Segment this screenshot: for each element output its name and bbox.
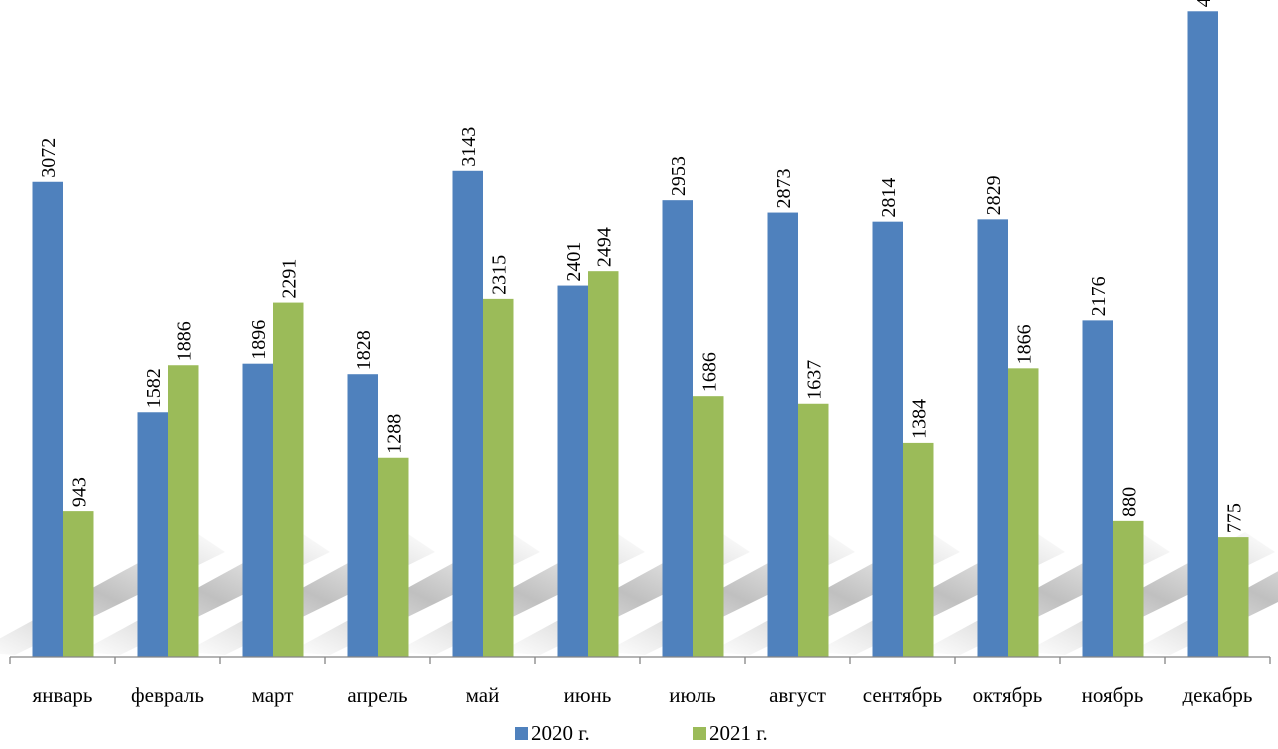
bar-series-2: [1008, 368, 1039, 657]
data-label: 3143: [458, 127, 480, 167]
legend-swatch: [515, 727, 528, 740]
data-label: 2814: [878, 178, 900, 218]
bar-series-2: [798, 403, 829, 657]
data-label: 1637: [803, 360, 825, 400]
data-label: 1288: [383, 414, 405, 454]
data-label: 1866: [1013, 324, 1035, 364]
x-tick-label: сентябрь: [863, 683, 942, 707]
bar-series-2: [1218, 537, 1249, 657]
x-tick-label: март: [252, 683, 294, 707]
data-label: 2291: [278, 259, 300, 299]
bar-series-1: [557, 285, 588, 657]
x-tick-label: июль: [669, 683, 715, 707]
data-label: 2315: [488, 255, 510, 295]
bar-series-2: [1113, 520, 1144, 657]
bar-series-1: [1187, 11, 1218, 657]
bar-series-1: [767, 212, 798, 658]
x-tick-label: август: [769, 683, 826, 707]
bars-layer: [32, 11, 1249, 658]
data-label: 2953: [668, 156, 690, 196]
data-labels-layer: 3072 943 1582 1886 1896 2291 1828 1288 3143 2315 2…: [38, 0, 1246, 533]
x-tick-label: май: [466, 683, 500, 707]
x-tick-label: апрель: [347, 683, 407, 707]
legend: 2020 г. 2021 г.: [515, 721, 768, 745]
bar-series-1: [1082, 320, 1113, 657]
data-label: 2829: [983, 175, 1005, 215]
bar-series-2: [588, 271, 619, 657]
bar-series-1: [977, 219, 1008, 657]
bar-series-2: [903, 442, 934, 657]
data-label: 2873: [773, 169, 795, 209]
bar-series-1: [872, 221, 903, 658]
data-label: 2401: [563, 242, 585, 282]
bar-series-1: [347, 374, 378, 657]
data-label: 1686: [698, 352, 720, 392]
bar-series-2: [483, 298, 514, 657]
legend-swatch: [693, 727, 706, 740]
x-tick-label: январь: [33, 683, 93, 707]
data-label: 943: [68, 477, 90, 507]
data-label: 1896: [248, 320, 270, 360]
legend-label: 2020 г.: [531, 721, 590, 745]
data-label: 1582: [143, 368, 165, 408]
bar-series-2: [693, 396, 724, 657]
bar-series-2: [378, 457, 409, 657]
bar-series-1: [32, 181, 63, 657]
bar-series-1: [452, 170, 483, 657]
data-label: 1828: [353, 330, 375, 370]
data-label: 2176: [1088, 276, 1110, 316]
x-tick-label: июнь: [564, 683, 612, 707]
legend-label: 2021 г.: [709, 721, 768, 745]
x-tick-label: ноябрь: [1082, 683, 1144, 707]
x-axis: январь февраль март апрель май июнь июль август…: [9, 656, 1271, 707]
data-label: 2494: [593, 227, 615, 267]
x-tick-label: октябрь: [973, 683, 1043, 707]
data-label: 1384: [908, 399, 930, 439]
data-label: 4174: [1193, 0, 1215, 7]
bar-series-1: [242, 363, 273, 657]
bar-series-2: [168, 365, 199, 657]
x-tick-label: февраль: [131, 683, 204, 707]
bar-series-2: [273, 302, 304, 657]
data-label: 880: [1118, 487, 1140, 517]
bar-series-1: [662, 200, 693, 658]
x-tick-label: декабрь: [1183, 683, 1253, 707]
bar-series-2: [63, 511, 94, 657]
data-label: 3072: [38, 138, 60, 178]
data-label: 775: [1223, 503, 1245, 533]
bar-series-1: [137, 412, 168, 657]
data-label: 1886: [173, 321, 195, 361]
